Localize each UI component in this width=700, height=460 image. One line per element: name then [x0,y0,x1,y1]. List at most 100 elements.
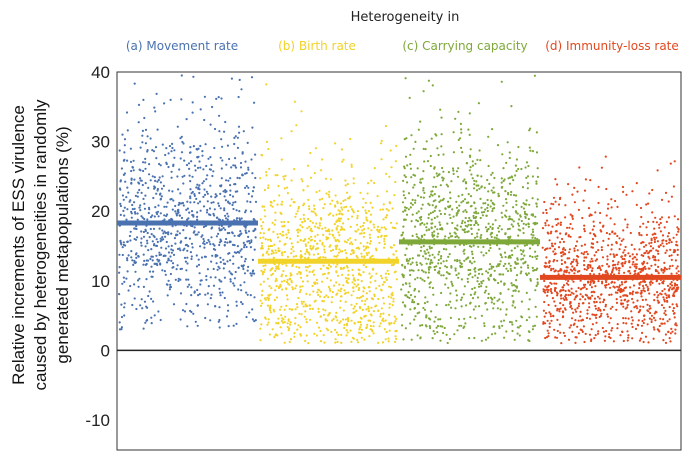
scatter-point [523,254,526,257]
scatter-point [508,227,511,230]
scatter-point [493,176,496,180]
scatter-point [264,317,267,320]
scatter-point [352,274,355,277]
scatter-point [270,274,273,277]
scatter-point [404,294,407,297]
scatter-point [428,282,431,285]
scatter-point [446,185,450,188]
scatter-point [650,264,653,267]
scatter-point [486,198,489,202]
scatter-point [261,254,264,257]
scatter-point [142,253,145,256]
scatter-point [439,184,442,187]
scatter-point [431,211,435,214]
scatter-point [209,297,212,300]
scatter-point [341,273,344,276]
scatter-point [294,215,297,218]
y-tick-label: 0 [101,341,110,360]
scatter-point [261,205,264,208]
scatter-point [139,304,142,307]
scatter-point [485,252,488,255]
scatter-point [440,255,443,258]
scatter-point [404,155,408,158]
scatter-point [202,168,205,171]
scatter-point [634,269,637,272]
scatter-point [227,309,230,312]
scatter-point [118,271,121,274]
scatter-point [611,270,614,273]
scatter-point [383,240,386,243]
chart-suptitle: Heterogeneity in [351,10,460,25]
scatter-point [615,301,619,304]
scatter-point [201,150,204,153]
scatter-point [583,340,586,344]
scatter-point [382,302,386,305]
scatter-point [313,300,316,303]
scatter-point [368,233,371,236]
scatter-point [319,340,323,343]
scatter-point [244,172,247,175]
scatter-point [573,247,576,250]
scatter-point [277,265,280,268]
scatter-point [319,295,322,298]
scatter-point [624,260,627,263]
scatter-point [500,280,503,283]
scatter-point [359,225,362,228]
scatter-point [421,221,424,225]
scatter-point [576,325,579,328]
scatter-point [480,339,483,342]
scatter-point [346,331,349,334]
scatter-point [508,151,511,154]
scatter-point [212,201,215,204]
scatter-point [656,250,660,253]
scatter-point [380,226,383,229]
scatter-point [147,249,150,252]
scatter-point [653,312,656,315]
scatter-point [411,257,414,260]
scatter-point [365,212,368,215]
scatter-point [550,282,553,285]
scatter-point [194,320,197,323]
scatter-point [143,202,146,205]
scatter-point [507,256,510,259]
scatter-point [171,142,174,145]
scatter-point [403,138,406,141]
scatter-point [278,194,281,197]
scatter-point [385,234,388,237]
scatter-point [259,177,262,180]
scatter-point [311,307,314,310]
scatter-point [566,257,569,260]
category-label-movement: (a) Movement rate [126,39,238,53]
scatter-point [657,252,660,255]
scatter-point [571,193,574,196]
scatter-point [147,294,150,298]
scatter-point [327,213,330,216]
scatter-point [492,325,495,328]
scatter-point [666,235,670,238]
scatter-point [664,191,668,194]
scatter-point [433,209,436,212]
scatter-point [595,251,598,254]
scatter-point [405,259,409,262]
scatter-point [425,229,428,232]
scatter-point [293,168,296,171]
scatter-point [231,243,235,246]
scatter-point [380,274,383,277]
scatter-point [416,194,420,197]
scatter-point [441,325,444,328]
scatter-point [273,336,276,339]
scatter-point [615,268,618,271]
scatter-point [270,201,273,204]
scatter-point [307,198,310,201]
scatter-point [277,247,280,250]
scatter-point [623,258,626,261]
scatter-point [627,336,630,339]
scatter-point [499,260,502,263]
scatter-point [307,217,310,221]
scatter-point [533,324,537,327]
scatter-point [367,227,370,230]
scatter-point [313,172,316,175]
scatter-point [146,306,149,309]
scatter-point [199,108,202,111]
